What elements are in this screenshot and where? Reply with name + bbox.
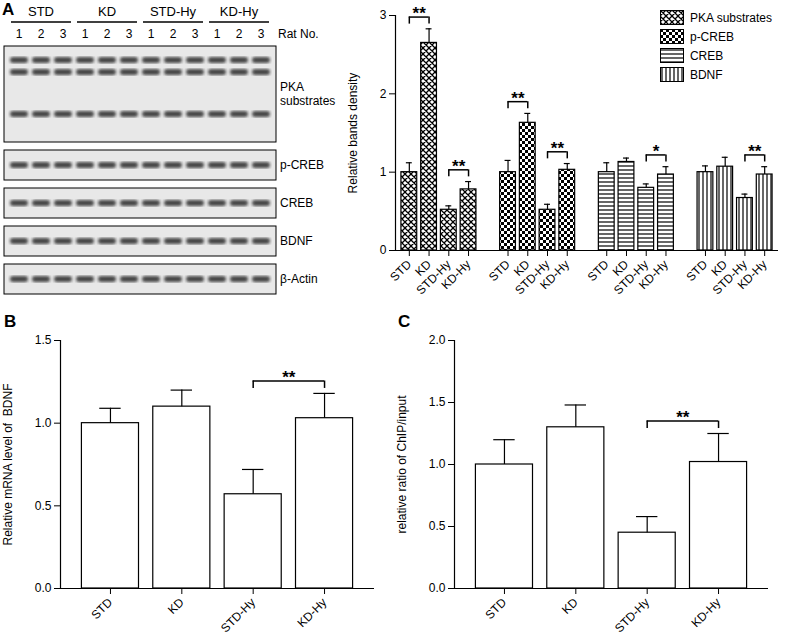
svg-text:Rat No.: Rat No. — [278, 27, 319, 41]
svg-text:0.0: 0.0 — [429, 581, 446, 595]
svg-text:STD: STD — [28, 4, 54, 19]
svg-text:2: 2 — [236, 27, 243, 41]
svg-text:1: 1 — [214, 27, 221, 41]
svg-text:Relative bands density: Relative bands density — [346, 73, 360, 194]
svg-text:0.5: 0.5 — [35, 499, 52, 513]
svg-text:3: 3 — [192, 27, 199, 41]
svg-text:KD-Hy: KD-Hy — [688, 595, 723, 630]
svg-text:0.0: 0.0 — [35, 581, 52, 595]
svg-text:KD-Hy: KD-Hy — [294, 595, 329, 630]
svg-text:STD: STD — [585, 257, 612, 284]
svg-text:KD-Hy: KD-Hy — [636, 257, 671, 292]
svg-text:KD: KD — [165, 595, 187, 617]
svg-text:**: ** — [413, 4, 427, 23]
svg-text:0.5: 0.5 — [429, 519, 446, 533]
svg-text:KD: KD — [559, 595, 581, 617]
svg-text:1.0: 1.0 — [429, 457, 446, 471]
html-text:B: B — [4, 312, 17, 331]
svg-text:*: * — [653, 142, 660, 161]
svg-text:**: ** — [551, 139, 565, 158]
svg-text:STD-Hy: STD-Hy — [150, 4, 197, 19]
html-text:CREB: CREB — [690, 48, 724, 63]
html-text:p-CREB: p-CREB — [690, 29, 734, 44]
svg-text:STD-Hy: STD-Hy — [709, 257, 750, 298]
svg-text:KD-Hy: KD-Hy — [735, 257, 770, 292]
svg-text:**: ** — [748, 142, 762, 161]
svg-text:**: ** — [282, 368, 296, 387]
svg-text:KD-Hy: KD-Hy — [220, 4, 259, 19]
svg-text:1.5: 1.5 — [35, 333, 52, 347]
svg-text:BDNF: BDNF — [280, 234, 313, 248]
html-text:C: C — [398, 312, 411, 331]
svg-text:1: 1 — [380, 165, 387, 179]
svg-text:CREB: CREB — [280, 196, 313, 210]
svg-text:STD-Hy: STD-Hy — [218, 595, 258, 635]
svg-text:KD: KD — [98, 4, 116, 19]
svg-text:relative ratio of ChIP/input: relative ratio of ChIP/input — [395, 395, 409, 534]
svg-text:3: 3 — [258, 27, 265, 41]
html-text:BDNF: BDNF — [690, 67, 723, 82]
svg-text:**: ** — [511, 89, 525, 108]
svg-text:KD: KD — [708, 257, 730, 279]
svg-text:Relative mRNA level of BDNF: Relative mRNA level of BDNF — [1, 383, 15, 545]
svg-text:1: 1 — [148, 27, 155, 41]
svg-text:3: 3 — [126, 27, 133, 41]
svg-text:KD: KD — [510, 257, 533, 279]
svg-text:KD: KD — [412, 257, 434, 279]
svg-text:**: ** — [676, 408, 690, 427]
svg-text:STD: STD — [683, 257, 710, 284]
svg-text:p-CREB: p-CREB — [280, 158, 324, 172]
svg-text:2: 2 — [104, 27, 111, 41]
svg-text:STD-Hy: STD-Hy — [611, 257, 652, 298]
svg-text:PKAsubstrates: PKAsubstrates — [280, 80, 335, 108]
svg-text:1.0: 1.0 — [35, 416, 52, 430]
svg-text:KD-Hy: KD-Hy — [537, 257, 572, 292]
svg-text:STD: STD — [387, 257, 414, 284]
svg-text:STD-Hy: STD-Hy — [512, 257, 553, 298]
svg-text:1: 1 — [16, 27, 23, 41]
svg-text:**: ** — [452, 157, 466, 176]
html-text:PKA substrates: PKA substrates — [690, 10, 772, 25]
svg-text:STD-Hy: STD-Hy — [612, 595, 652, 635]
svg-text:1.5: 1.5 — [429, 395, 446, 409]
svg-text:2: 2 — [170, 27, 177, 41]
svg-text:STD: STD — [482, 595, 509, 622]
svg-text:3: 3 — [380, 8, 387, 22]
svg-text:STD-Hy: STD-Hy — [413, 257, 454, 298]
svg-text:STD: STD — [486, 257, 513, 284]
svg-text:A: A — [2, 0, 14, 19]
svg-text:β-Actin: β-Actin — [280, 272, 318, 286]
svg-text:STD: STD — [88, 595, 115, 622]
svg-text:3: 3 — [60, 27, 67, 41]
svg-text:0: 0 — [380, 243, 387, 257]
svg-text:KD-Hy: KD-Hy — [438, 257, 473, 292]
svg-text:2: 2 — [380, 87, 387, 101]
svg-text:2.0: 2.0 — [429, 333, 446, 347]
svg-text:1: 1 — [82, 27, 89, 41]
svg-text:KD: KD — [609, 257, 632, 279]
svg-text:2: 2 — [38, 27, 45, 41]
